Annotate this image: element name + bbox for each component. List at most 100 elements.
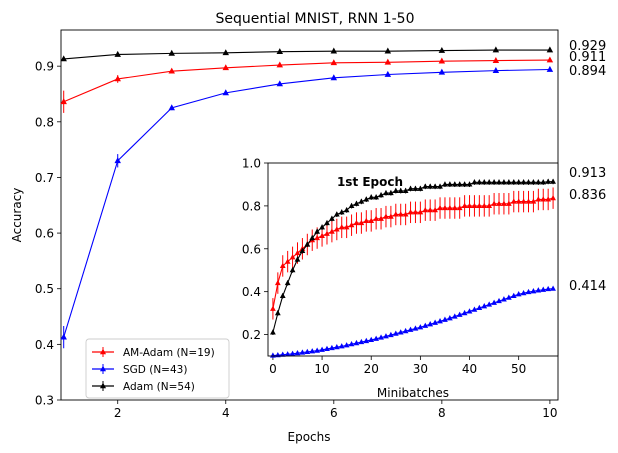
data-point xyxy=(299,247,306,254)
data-point xyxy=(496,297,502,304)
main-x-axis: 2 4 6 8 10 xyxy=(114,400,558,420)
data-point xyxy=(446,315,453,321)
data-point xyxy=(114,75,121,82)
x-tick-label: 20 xyxy=(364,362,379,376)
legend-box xyxy=(85,338,230,399)
data-point xyxy=(546,46,554,53)
data-point xyxy=(384,70,392,77)
data-point xyxy=(492,67,500,73)
data-point xyxy=(384,58,392,65)
data-point xyxy=(525,179,532,185)
data-point xyxy=(388,213,394,219)
data-point xyxy=(451,181,458,187)
data-point xyxy=(314,228,321,234)
x-tick-label: 40 xyxy=(462,362,477,376)
legend-label: SGD (N=43) xyxy=(123,364,187,376)
data-point xyxy=(276,61,284,68)
data-point xyxy=(451,313,458,319)
inset-chart: 0 10 20 30 40 50 0.2 0.4 0.6 0.8 1.0 1st Epoch Mi… xyxy=(242,157,606,401)
data-point xyxy=(501,200,507,206)
data-point xyxy=(545,178,552,184)
data-point xyxy=(294,249,301,256)
data-point xyxy=(284,258,291,264)
data-point xyxy=(353,339,360,346)
data-point xyxy=(294,350,301,356)
main-chart: Sequential MNIST, RNN 1-50 2 4 6 8 10 0.3 0.4… xyxy=(10,11,606,444)
data-point xyxy=(432,206,438,213)
data-point xyxy=(407,209,414,215)
series-adam xyxy=(270,178,556,335)
data-point xyxy=(540,196,547,202)
data-point xyxy=(294,256,301,262)
data-point xyxy=(363,196,370,202)
data-point xyxy=(446,204,453,211)
data-point xyxy=(432,183,438,189)
data-point xyxy=(515,198,522,204)
x-tick-label: 8 xyxy=(438,406,446,420)
data-point xyxy=(437,204,443,211)
data-point xyxy=(492,46,500,53)
data-point xyxy=(422,206,429,213)
data-point xyxy=(505,179,512,185)
data-point xyxy=(471,306,478,312)
data-point xyxy=(304,348,311,355)
data-point xyxy=(289,350,296,356)
x-tick-label: 4 xyxy=(222,406,230,420)
data-point xyxy=(481,303,488,309)
data-point xyxy=(343,224,350,230)
data-point xyxy=(501,179,507,185)
data-point xyxy=(368,336,375,342)
data-point xyxy=(412,185,419,191)
legend-label: AM-Adam (N=19) xyxy=(123,347,215,359)
data-point xyxy=(168,49,175,56)
data-point xyxy=(289,267,296,273)
data-point xyxy=(466,181,473,187)
data-point xyxy=(496,200,502,206)
data-point xyxy=(276,80,284,87)
data-point xyxy=(510,179,517,185)
x-tick-label: 0 xyxy=(269,362,277,376)
data-point xyxy=(324,345,330,352)
data-point xyxy=(388,189,394,196)
data-point xyxy=(329,228,335,234)
data-point xyxy=(437,183,443,189)
inset-plot-frame xyxy=(267,162,559,357)
data-point xyxy=(427,206,434,213)
data-point xyxy=(402,211,409,217)
data-point xyxy=(417,185,424,191)
series-line xyxy=(272,181,554,333)
legend-item-am-adam-n-19: AM-Adam (N=19) xyxy=(92,347,215,359)
data-point xyxy=(505,294,512,300)
data-point xyxy=(407,185,414,191)
series-line xyxy=(63,49,550,60)
data-point xyxy=(545,285,552,292)
y-tick-label: 0.4 xyxy=(242,285,261,299)
data-point xyxy=(486,179,493,185)
data-point xyxy=(60,98,67,105)
data-point xyxy=(309,234,316,241)
data-point xyxy=(466,308,473,314)
data-point xyxy=(402,327,409,334)
end-value-label: 0.414 xyxy=(569,279,606,294)
data-point xyxy=(338,224,345,230)
data-point xyxy=(330,74,338,81)
legend: AM-Adam (N=19) SGD (N=43) Adam (N=54) xyxy=(85,338,230,399)
data-point xyxy=(222,49,230,56)
data-point xyxy=(392,187,399,193)
data-point xyxy=(373,194,380,200)
data-point xyxy=(388,331,394,338)
data-point xyxy=(363,337,370,344)
y-tick-label: 0.2 xyxy=(242,328,261,342)
data-point xyxy=(392,330,399,336)
data-point xyxy=(486,202,493,208)
main-y-axis-label: Accuracy xyxy=(10,188,24,243)
data-point xyxy=(348,341,355,347)
data-point xyxy=(442,204,448,211)
data-point xyxy=(299,349,306,355)
data-point xyxy=(456,181,463,187)
data-point xyxy=(383,189,389,196)
x-tick-label: 6 xyxy=(330,406,338,420)
data-point xyxy=(535,179,542,185)
data-point xyxy=(373,335,380,341)
